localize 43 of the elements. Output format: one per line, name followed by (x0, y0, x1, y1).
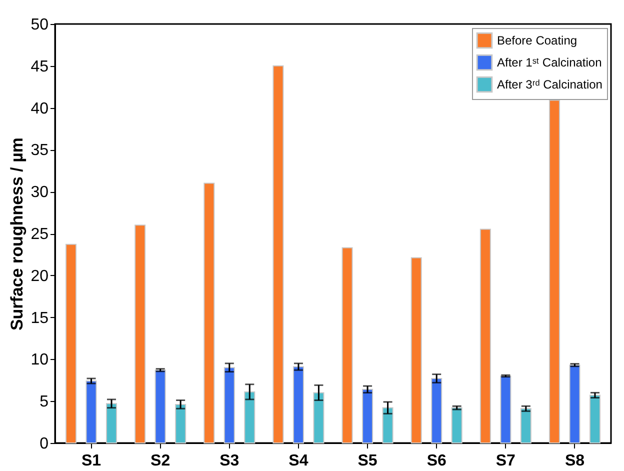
bar (66, 244, 77, 444)
y-tick-label: 25 (30, 226, 49, 243)
bar (410, 257, 422, 444)
bar (569, 364, 580, 444)
x-tick-label: S3 (220, 452, 240, 470)
y-tick-label: 20 (30, 268, 49, 285)
y-tick-label: 50 (30, 16, 49, 34)
bar (204, 182, 215, 444)
y-tick-label: 10 (30, 352, 49, 369)
bar (431, 378, 442, 444)
bar (342, 247, 353, 444)
bar (362, 388, 374, 444)
y-tick-label: 0 (40, 436, 49, 452)
x-tick-label: S7 (496, 452, 516, 470)
bar (106, 403, 118, 444)
x-tick-label: S6 (426, 452, 446, 470)
bar (382, 407, 394, 444)
x-tick-label: S8 (564, 452, 585, 470)
bar (480, 228, 491, 444)
y-axis-title: Surface roughness / µm (8, 137, 27, 331)
legend-label: After 3ʳᵈ Calcination (497, 78, 602, 92)
bar (154, 370, 166, 444)
x-tick-label: S1 (81, 452, 102, 470)
x-tick-label: S4 (288, 452, 308, 470)
y-tick-label: 45 (30, 58, 49, 76)
legend-label: Before Coating (497, 34, 578, 48)
y-tick-label: 30 (30, 184, 49, 202)
bar (500, 375, 512, 444)
bar (272, 65, 284, 444)
bar (313, 392, 324, 444)
y-tick-label: 40 (30, 100, 49, 118)
bar (292, 366, 304, 444)
bar (134, 224, 146, 444)
y-tick-label: 5 (40, 394, 49, 411)
x-tick-label: S2 (150, 452, 170, 470)
x-tick-label: S5 (358, 452, 378, 470)
legend-label: After 1ˢᵗ Calcination (497, 56, 602, 70)
y-tick-label: 35 (30, 142, 49, 160)
bar (548, 100, 560, 444)
bar (244, 391, 256, 444)
y-tick-label: 15 (30, 310, 49, 327)
bar (224, 367, 235, 444)
bar (175, 404, 186, 444)
